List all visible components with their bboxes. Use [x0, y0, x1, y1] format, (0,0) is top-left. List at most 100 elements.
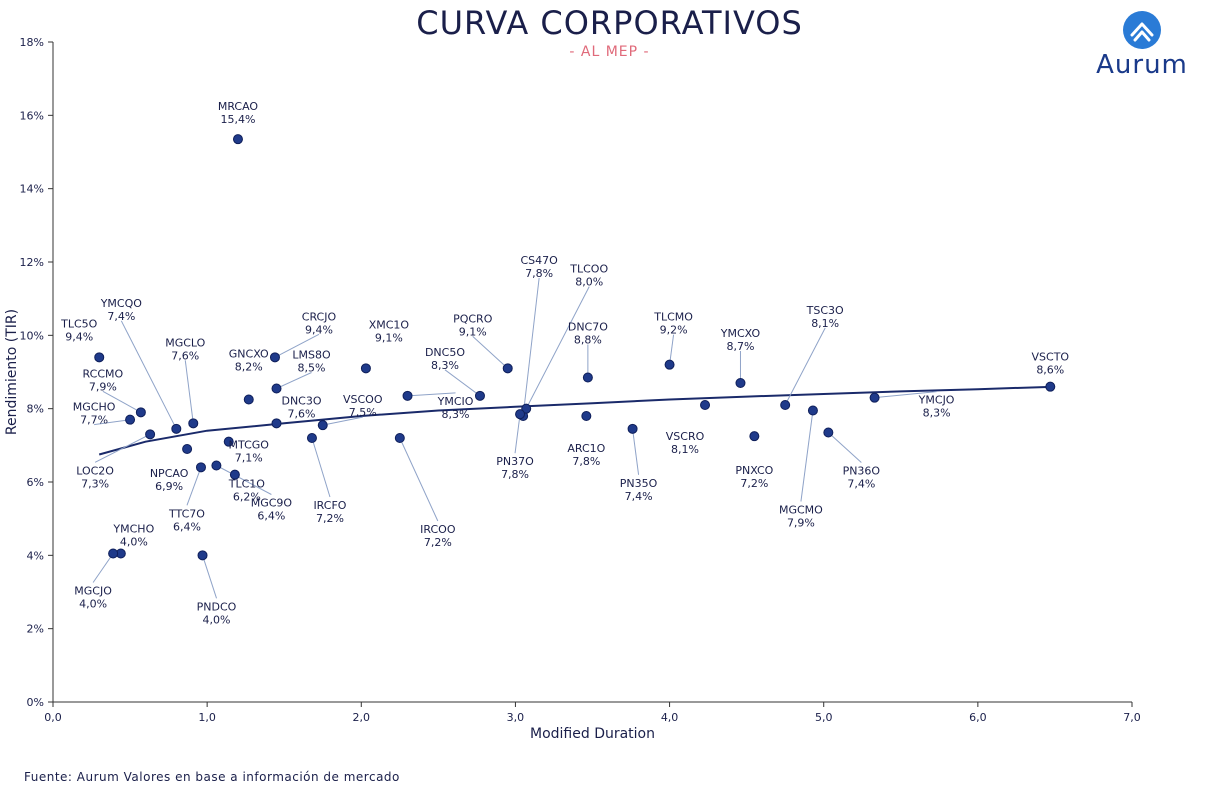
label-leader-line	[800, 410, 814, 502]
label-leader-line	[472, 335, 509, 369]
data-point	[188, 418, 199, 429]
point-value-label: 8,0%	[575, 276, 603, 289]
y-tick-label: 4%	[27, 549, 44, 562]
point-value-label: 7,8%	[572, 455, 600, 468]
point-value-label: 15,4%	[220, 113, 255, 126]
y-tick-label: 12%	[20, 256, 44, 269]
label-leaders	[92, 277, 937, 599]
point-value-label: 7,8%	[501, 468, 529, 481]
point-value-label: 8,8%	[574, 334, 602, 347]
trendline	[98, 385, 1055, 456]
point-value-label: 7,9%	[787, 517, 815, 530]
data-point	[394, 433, 405, 443]
label-leader-line	[202, 555, 217, 599]
data-point	[581, 411, 592, 421]
point-name-label: PN36O	[843, 465, 881, 478]
point-value-label: 6,9%	[155, 480, 183, 493]
x-tick-label: 3,0	[507, 711, 525, 724]
point-name-label: TLC5O	[60, 317, 98, 330]
point-value-label: 7,1%	[235, 452, 263, 465]
point-name-label: TLCMO	[653, 311, 693, 324]
point-name-label: IRCFO	[313, 499, 346, 512]
data-point	[135, 407, 146, 418]
label-leader-line	[94, 433, 151, 463]
label-leader-line	[522, 277, 540, 417]
trend-curve	[98, 385, 1055, 456]
data-point	[306, 433, 317, 443]
data-point	[627, 423, 638, 434]
data-point	[145, 429, 156, 440]
label-leader-line	[828, 432, 862, 463]
x-axis-title: Modified Duration	[530, 726, 655, 742]
data-point	[402, 390, 413, 401]
point-name-label: XMC1O	[369, 318, 410, 331]
data-point	[229, 469, 240, 480]
point-name-label: TLCOO	[569, 263, 608, 276]
data-point	[211, 460, 222, 471]
point-name-label: YMCQO	[100, 297, 143, 310]
point-value-label: 7,6%	[288, 407, 316, 420]
point-value-label: 8,5%	[298, 362, 326, 375]
data-point	[195, 462, 206, 473]
label-leader-line	[274, 333, 320, 358]
point-name-label: VSCRO	[666, 430, 705, 443]
data-point	[171, 423, 182, 434]
point-name-label: PQCRO	[453, 312, 493, 325]
point-value-label: 7,3%	[81, 477, 109, 490]
label-leader-line	[276, 372, 312, 389]
x-tick-label: 0,0	[44, 711, 62, 724]
point-name-label: TTC7O	[168, 507, 205, 520]
point-name-label: DNC5O	[425, 346, 465, 359]
point-name-label: VSCTO	[1032, 351, 1070, 364]
point-name-label: MGCLO	[165, 336, 205, 349]
data-point	[269, 352, 280, 363]
data-point	[243, 394, 254, 405]
point-name-label: TSC3O	[806, 304, 844, 317]
point-value-label: 8,1%	[811, 317, 839, 330]
point-value-label: 8,2%	[235, 361, 263, 374]
data-point	[735, 378, 746, 388]
point-value-label: 4,0%	[120, 536, 148, 549]
point-value-label: 7,8%	[525, 267, 553, 280]
point-value-label: 9,1%	[459, 325, 487, 338]
point-value-label: 6,2%	[233, 491, 261, 504]
data-point	[108, 548, 119, 559]
point-name-label: TLC1O	[228, 478, 266, 491]
logo-text: Aurum	[1096, 50, 1188, 80]
point-value-label: 9,4%	[305, 323, 333, 336]
label-leader-line	[102, 390, 142, 413]
point-name-label: GNCXO	[229, 348, 269, 361]
label-leader-line	[322, 416, 363, 426]
label-leader-line	[186, 467, 202, 506]
point-name-label: YMCHO	[112, 523, 154, 536]
y-tick-label: 6%	[27, 476, 44, 489]
point-name-label: MGCHO	[73, 401, 116, 414]
point-value-label: 9,4%	[65, 330, 93, 343]
point-name-label: CRCJO	[302, 310, 337, 323]
point-name-label: YMCJO	[918, 394, 955, 407]
data-point	[317, 420, 328, 431]
point-name-label: MTCGO	[229, 439, 270, 452]
label-leader-line	[184, 360, 194, 424]
point-value-label: 4,0%	[79, 598, 107, 611]
y-tick-label: 16%	[20, 109, 44, 122]
data-point	[823, 427, 834, 438]
data-point	[807, 405, 818, 416]
y-tick-label: 0%	[27, 696, 44, 709]
data-point	[780, 400, 791, 410]
label-leader-line	[525, 286, 590, 409]
data-point	[94, 352, 105, 363]
chart-subtitle: - AL MEP -	[569, 44, 650, 60]
label-leader-line	[444, 369, 481, 397]
x-tick-label: 5,0	[815, 711, 833, 724]
point-name-label: LMS8O	[292, 349, 331, 362]
data-point	[474, 390, 485, 401]
point-value-label: 8,3%	[442, 408, 470, 421]
point-value-label: 8,3%	[923, 407, 951, 420]
point-value-label: 7,9%	[89, 380, 117, 393]
point-value-label: 7,4%	[847, 478, 875, 491]
chevron-up-icon	[1123, 11, 1161, 49]
data-point	[521, 403, 532, 414]
label-leader-line	[669, 334, 675, 365]
point-value-label: 8,3%	[431, 359, 459, 372]
